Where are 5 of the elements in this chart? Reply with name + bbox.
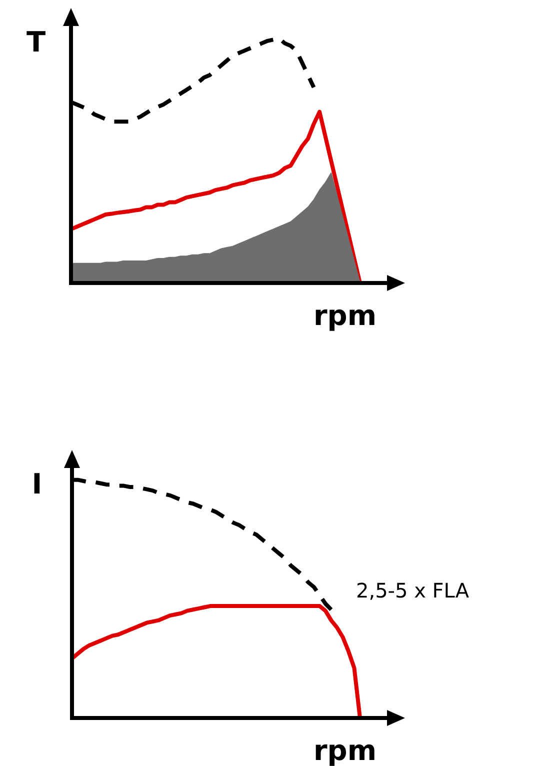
y-axis-title: I xyxy=(32,467,42,500)
annotation: 2,5-5 x FLA xyxy=(356,578,470,602)
x-axis-title: rpm xyxy=(313,734,377,766)
x-axis-title: rpm xyxy=(313,299,377,332)
y-axis-title: T xyxy=(26,25,46,58)
